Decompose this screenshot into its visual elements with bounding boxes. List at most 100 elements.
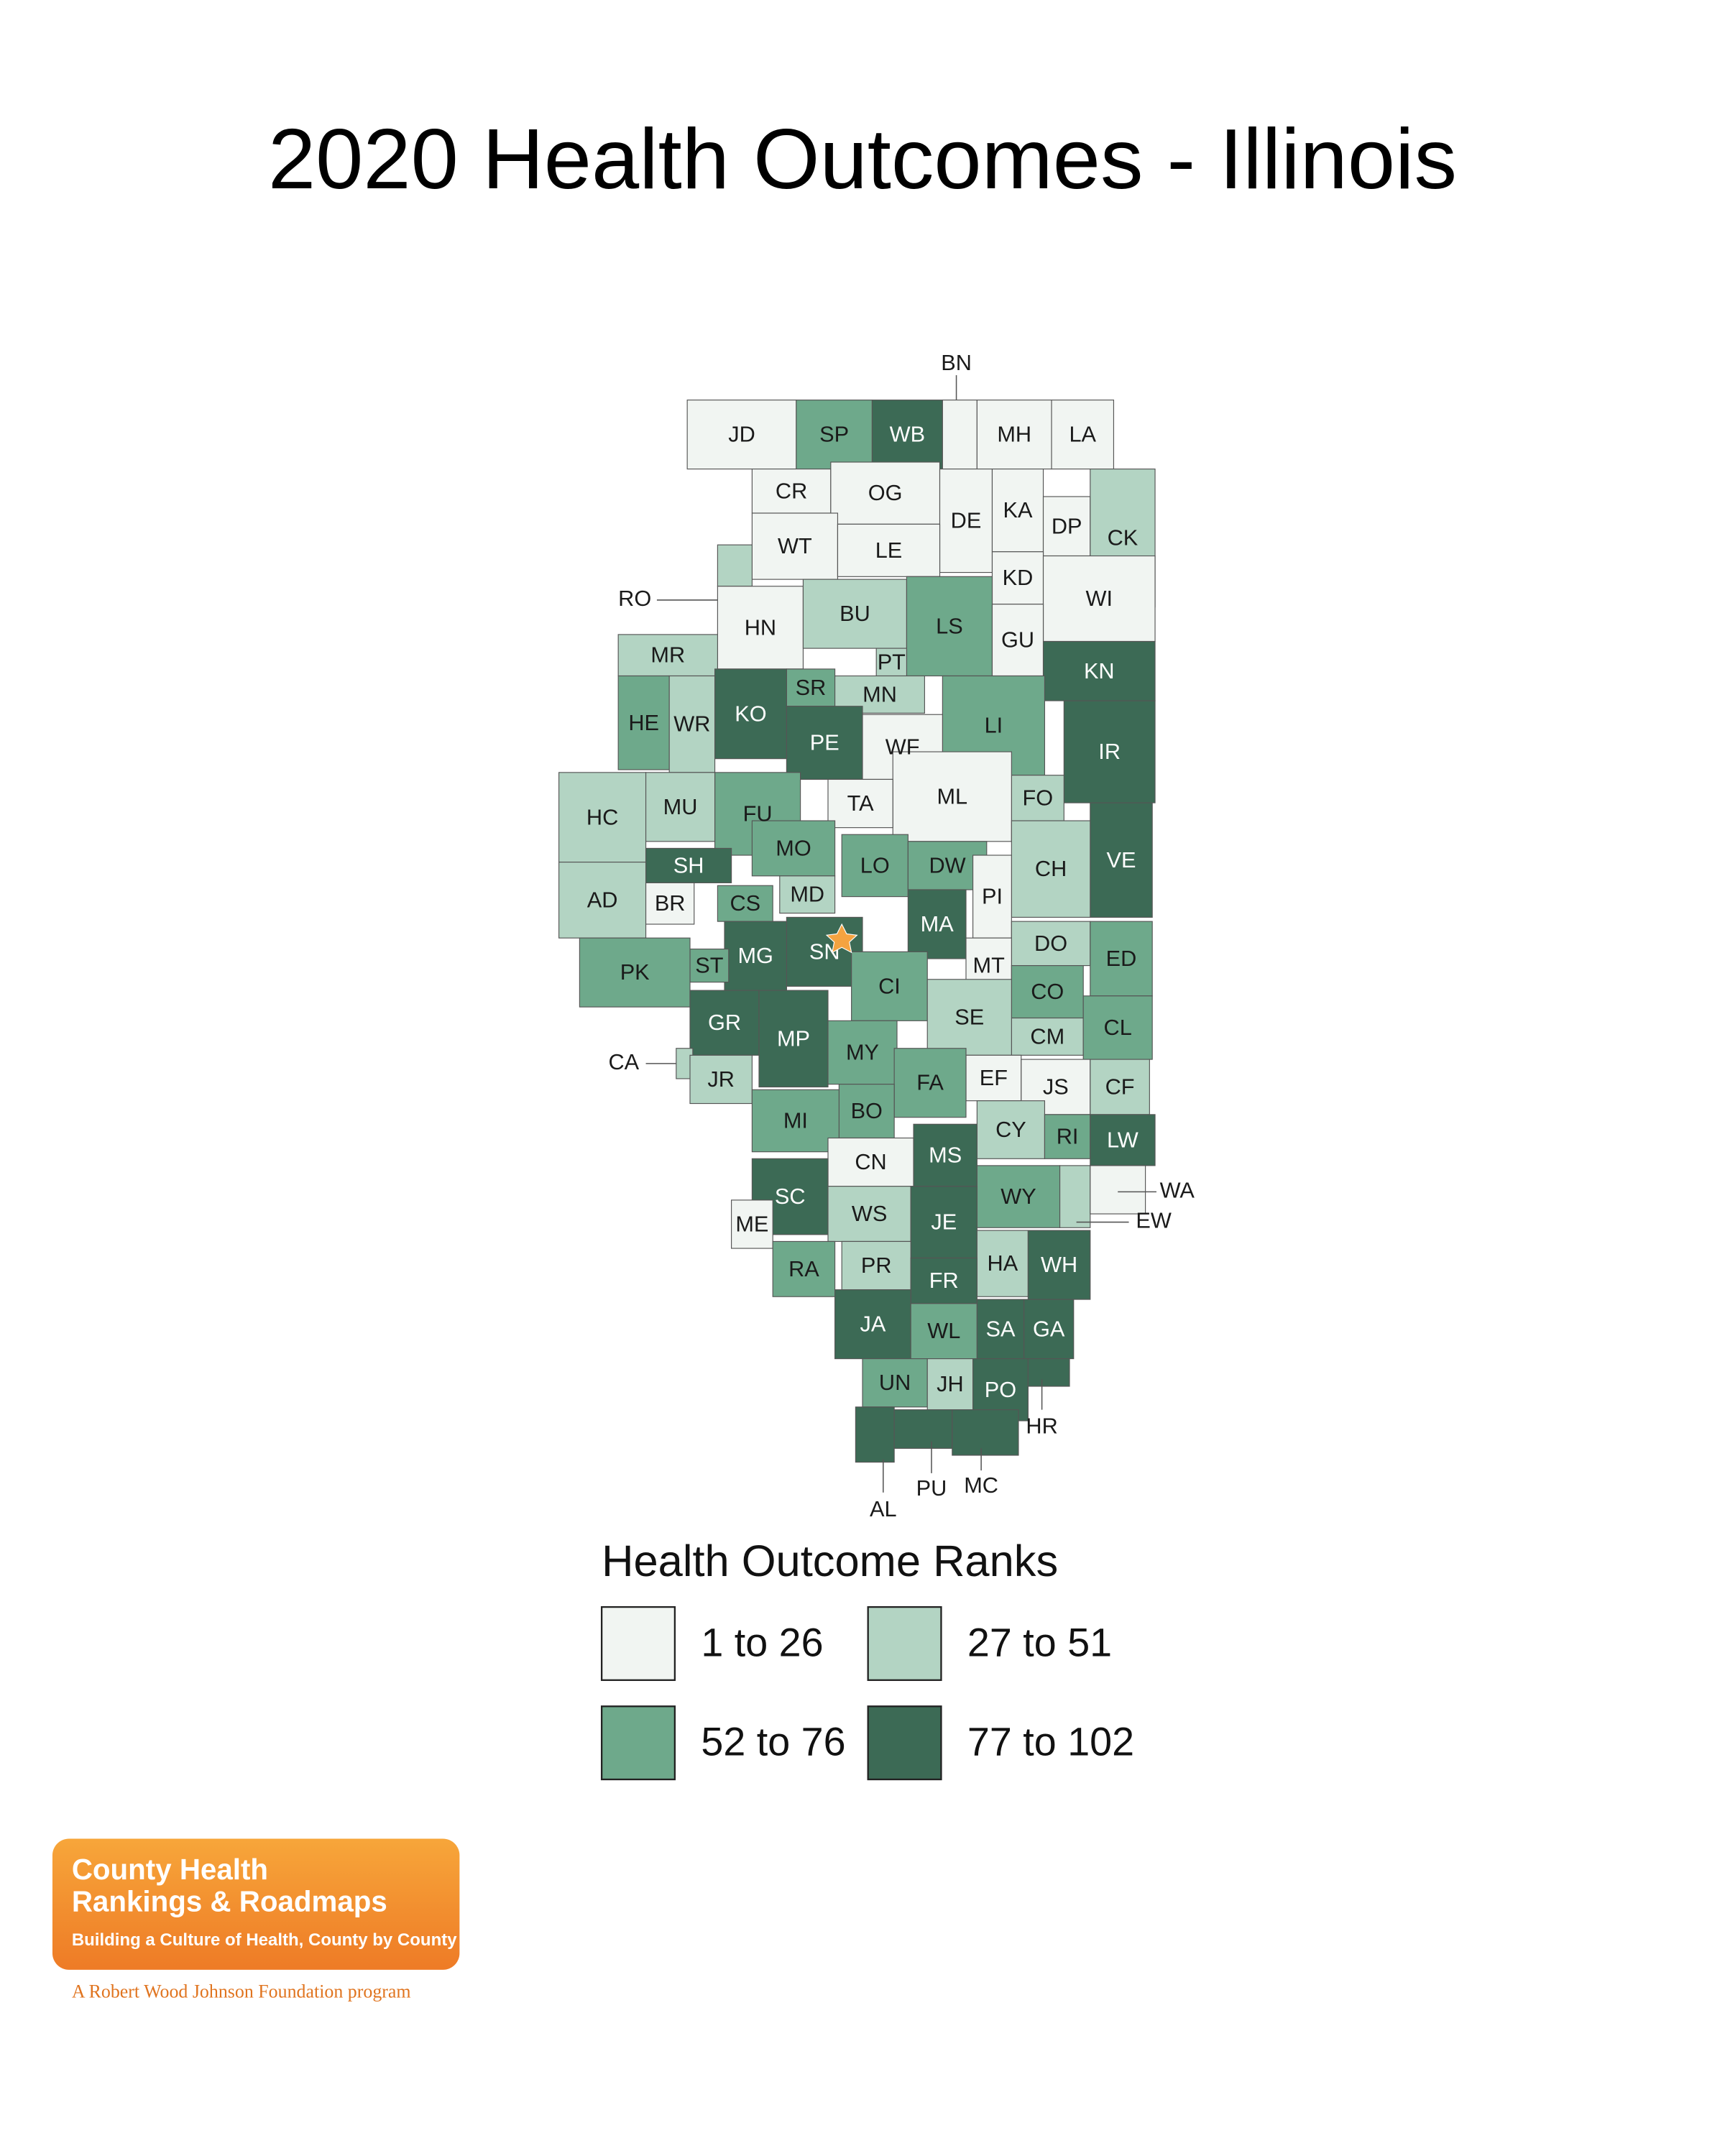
county xyxy=(1024,1299,1075,1360)
county-label: JD xyxy=(728,422,755,447)
county-label: PI xyxy=(982,884,1003,909)
county-label: PT xyxy=(878,649,906,674)
county-label: CH xyxy=(1035,856,1067,881)
county-label: WH xyxy=(1041,1252,1077,1277)
county xyxy=(976,1299,1025,1360)
county-label: MI xyxy=(783,1108,808,1133)
county-label: SP xyxy=(819,422,849,447)
county-label: CN xyxy=(855,1149,886,1174)
county-label: EF xyxy=(980,1065,1008,1090)
county xyxy=(838,1084,895,1139)
legend-swatch xyxy=(600,1705,676,1781)
county xyxy=(731,1199,773,1249)
county-label: MH xyxy=(997,422,1031,447)
county-label: FA xyxy=(916,1070,944,1095)
county xyxy=(1090,802,1153,918)
county xyxy=(1042,640,1156,701)
county xyxy=(645,882,695,925)
county-label: SH xyxy=(673,852,704,877)
legend-swatch xyxy=(867,1606,942,1681)
county-label: PK xyxy=(620,959,650,985)
county-label: AD xyxy=(587,887,618,912)
county-label: KN xyxy=(1084,658,1115,683)
county-label: FU xyxy=(743,801,773,826)
logo-line: Rankings & Roadmaps xyxy=(72,1885,387,1917)
legend-label: 27 to 51 xyxy=(967,1621,1112,1665)
county xyxy=(991,551,1044,605)
county-label: LI xyxy=(985,713,1003,738)
county xyxy=(1011,820,1091,918)
capital-star xyxy=(825,923,858,954)
county xyxy=(827,778,893,829)
county-label: GU xyxy=(1001,627,1034,653)
county-label: CS xyxy=(730,890,760,916)
map: JD SP WB BN MH LA CR OG DE KA DP CK WT LE KD WI RO HN BU LS… xyxy=(558,350,1195,1521)
legend: Health Outcome Ranks 1 to 26 27 to 51 52 t… xyxy=(600,1537,1134,1781)
county xyxy=(668,675,716,773)
county-label: MN xyxy=(862,681,897,706)
county-label: CI xyxy=(878,973,901,998)
logo-footer: A Robert Wood Johnson Foundation program xyxy=(72,1981,411,2001)
county-label: RI xyxy=(1057,1124,1079,1149)
logo-line: County Health xyxy=(72,1853,268,1886)
county-label: WF xyxy=(886,734,920,759)
county xyxy=(851,951,928,1021)
county xyxy=(717,885,773,922)
county-label: CO xyxy=(1031,979,1064,1004)
county-label: BO xyxy=(851,1098,883,1123)
county-label: MD xyxy=(790,882,824,907)
legend-title: Health Outcome Ranks xyxy=(602,1537,1058,1586)
county xyxy=(907,889,967,959)
county-label: HN xyxy=(745,614,776,640)
county-label: MA xyxy=(921,911,954,936)
county-label: JR xyxy=(707,1067,735,1092)
county xyxy=(827,1020,898,1085)
county xyxy=(875,648,908,677)
county-label: DW xyxy=(929,852,965,877)
county xyxy=(910,1257,978,1304)
county-label: RA xyxy=(788,1256,819,1281)
county xyxy=(1090,1165,1146,1215)
county-label: WY xyxy=(1000,1184,1036,1209)
county-label: VE xyxy=(1107,847,1136,872)
county xyxy=(689,1054,753,1105)
county-label: BN xyxy=(941,350,972,375)
county-label: BU xyxy=(840,601,870,626)
county-label: JH xyxy=(937,1371,964,1396)
county xyxy=(751,469,832,514)
county xyxy=(976,400,1052,470)
county-label: CA xyxy=(609,1049,640,1074)
county-label: MR xyxy=(650,642,685,668)
county xyxy=(976,1165,1061,1228)
county xyxy=(837,523,941,577)
county xyxy=(751,820,836,877)
county xyxy=(1090,921,1153,997)
county-label: BR xyxy=(655,890,686,916)
county-label: HR xyxy=(1026,1414,1057,1439)
county-label: MC xyxy=(964,1473,998,1498)
county-label: HA xyxy=(988,1250,1018,1276)
county xyxy=(1063,700,1156,803)
county xyxy=(772,1240,836,1297)
county-label: CY xyxy=(995,1117,1026,1142)
legend-label: 52 to 76 xyxy=(701,1720,845,1764)
county-label: CM xyxy=(1030,1023,1064,1049)
county xyxy=(558,772,647,863)
county xyxy=(1090,1114,1156,1166)
county-label: KO xyxy=(735,701,766,726)
county-label: MU xyxy=(663,794,698,819)
county-label: PO xyxy=(985,1377,1016,1402)
county-label: WS xyxy=(852,1201,887,1226)
county xyxy=(717,544,753,587)
county xyxy=(796,400,873,470)
county-label: JE xyxy=(931,1210,957,1235)
county xyxy=(893,1409,953,1449)
county-label: ED xyxy=(1106,946,1137,971)
county xyxy=(751,1089,840,1153)
county xyxy=(751,512,839,580)
county xyxy=(834,1289,911,1360)
county-label: MP xyxy=(777,1026,810,1051)
title: 2020 Health Outcomes - Illinois xyxy=(268,111,1457,207)
county xyxy=(893,1048,967,1118)
